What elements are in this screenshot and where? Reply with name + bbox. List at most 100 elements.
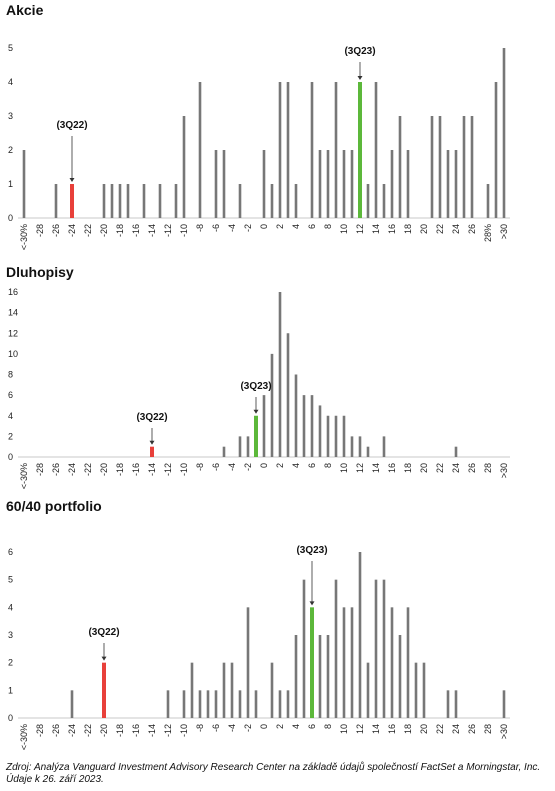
x-tick-label: -12 <box>163 224 173 237</box>
x-tick-label: -28 <box>35 224 45 237</box>
histogram-bar <box>294 635 298 718</box>
y-tick-label: 16 <box>8 287 18 297</box>
histogram-bar <box>390 150 394 218</box>
histogram-bar <box>270 353 274 457</box>
y-tick-label: 0 <box>8 713 13 723</box>
x-tick-label: 2 <box>275 724 285 729</box>
x-tick-label: -6 <box>211 724 221 732</box>
x-tick-label: 16 <box>387 463 397 473</box>
x-tick-label: 10 <box>339 224 349 234</box>
x-tick-label: -6 <box>211 463 221 471</box>
x-tick-label: >30 <box>499 724 509 739</box>
x-tick-label: -4 <box>227 724 237 732</box>
histogram-bar <box>462 116 466 218</box>
histogram-bar <box>366 184 370 218</box>
histogram-bar <box>222 446 226 457</box>
histogram-bar <box>238 436 242 457</box>
histogram-bar <box>350 436 354 457</box>
histogram-bar <box>158 184 162 218</box>
histogram-bar <box>502 48 506 218</box>
x-tick-label: -14 <box>147 463 157 476</box>
annotation-arrow-head <box>69 178 75 182</box>
histogram-bar <box>302 579 306 718</box>
x-tick-label: -8 <box>195 724 205 732</box>
x-tick-label: -18 <box>115 724 125 737</box>
x-tick-label: -4 <box>227 224 237 232</box>
histogram-bar <box>182 690 186 718</box>
x-tick-label: <-30% <box>19 463 29 489</box>
histogram-bar <box>206 690 210 718</box>
x-tick-label: 2 <box>275 463 285 468</box>
histogram-bar <box>270 184 274 218</box>
histogram-bar <box>366 446 370 457</box>
histogram-bar <box>102 184 106 218</box>
histogram-bar <box>454 690 458 718</box>
y-tick-label: 1 <box>8 685 13 695</box>
x-tick-label: 26 <box>467 463 477 473</box>
histogram-bar <box>278 292 282 457</box>
x-tick-label: -8 <box>195 224 205 232</box>
x-tick-label: 8 <box>323 463 333 468</box>
histogram-bar <box>470 116 474 218</box>
histogram-bar <box>374 82 378 218</box>
chart-title: 60/40 portfolio <box>6 498 102 514</box>
y-tick-label: 14 <box>8 308 18 318</box>
histogram-bar <box>494 82 498 218</box>
y-tick-label: 12 <box>8 328 18 338</box>
histogram-bar <box>334 415 338 457</box>
histogram-bar <box>286 82 290 218</box>
histogram-bar <box>294 184 298 218</box>
histogram-bar <box>318 405 322 457</box>
histogram-bar <box>350 607 354 718</box>
histogram-bar <box>22 150 26 218</box>
x-tick-label: 24 <box>451 463 461 473</box>
y-tick-label: 6 <box>8 390 13 400</box>
histogram-bar <box>142 184 146 218</box>
x-tick-label: -14 <box>147 724 157 737</box>
histogram-bar <box>438 116 442 218</box>
annotation-label: (3Q22) <box>136 412 167 423</box>
highlighted-bar <box>358 82 362 218</box>
x-tick-label: -22 <box>83 224 93 237</box>
x-tick-label: -26 <box>51 463 61 476</box>
histogram-bar <box>414 662 418 718</box>
histogram-bar <box>382 579 386 718</box>
histogram-bar <box>502 690 506 718</box>
x-tick-label: -12 <box>163 724 173 737</box>
x-tick-label: <-30% <box>19 724 29 750</box>
x-tick-label: 6 <box>307 224 317 229</box>
x-tick-label: 28 <box>483 724 493 734</box>
x-tick-label: -22 <box>83 463 93 476</box>
histogram-bar <box>310 82 314 218</box>
x-tick-label: -2 <box>243 224 253 232</box>
histogram-bar <box>222 150 226 218</box>
x-tick-label: 14 <box>371 224 381 234</box>
histogram-bar <box>318 635 322 718</box>
y-tick-label: 5 <box>8 575 13 585</box>
x-tick-label: 18 <box>403 724 413 734</box>
x-tick-label: 0 <box>259 224 269 229</box>
histogram-bar <box>326 150 330 218</box>
x-tick-label: -20 <box>99 724 109 737</box>
histogram-bar <box>358 436 362 457</box>
annotation-label: (3Q23) <box>240 381 271 392</box>
x-tick-label: -24 <box>67 463 77 476</box>
histogram-bar <box>318 150 322 218</box>
x-tick-label: 14 <box>371 724 381 734</box>
x-tick-label: 16 <box>387 224 397 234</box>
histogram-bar <box>406 150 410 218</box>
histogram-bar <box>126 184 130 218</box>
chart-title: Akcie <box>6 2 44 18</box>
histogram-bar <box>238 184 242 218</box>
x-tick-label: 12 <box>355 224 365 234</box>
histogram-bar <box>174 184 178 218</box>
x-tick-label: -4 <box>227 463 237 471</box>
source-note: Zdroj: Analýza Vanguard Investment Advis… <box>6 762 541 785</box>
histogram-bar <box>342 150 346 218</box>
x-tick-label: -10 <box>179 724 189 737</box>
histogram-bar <box>422 662 426 718</box>
x-tick-label: -16 <box>131 463 141 476</box>
x-tick-label: 22 <box>435 463 445 473</box>
x-tick-label: 0 <box>259 463 269 468</box>
